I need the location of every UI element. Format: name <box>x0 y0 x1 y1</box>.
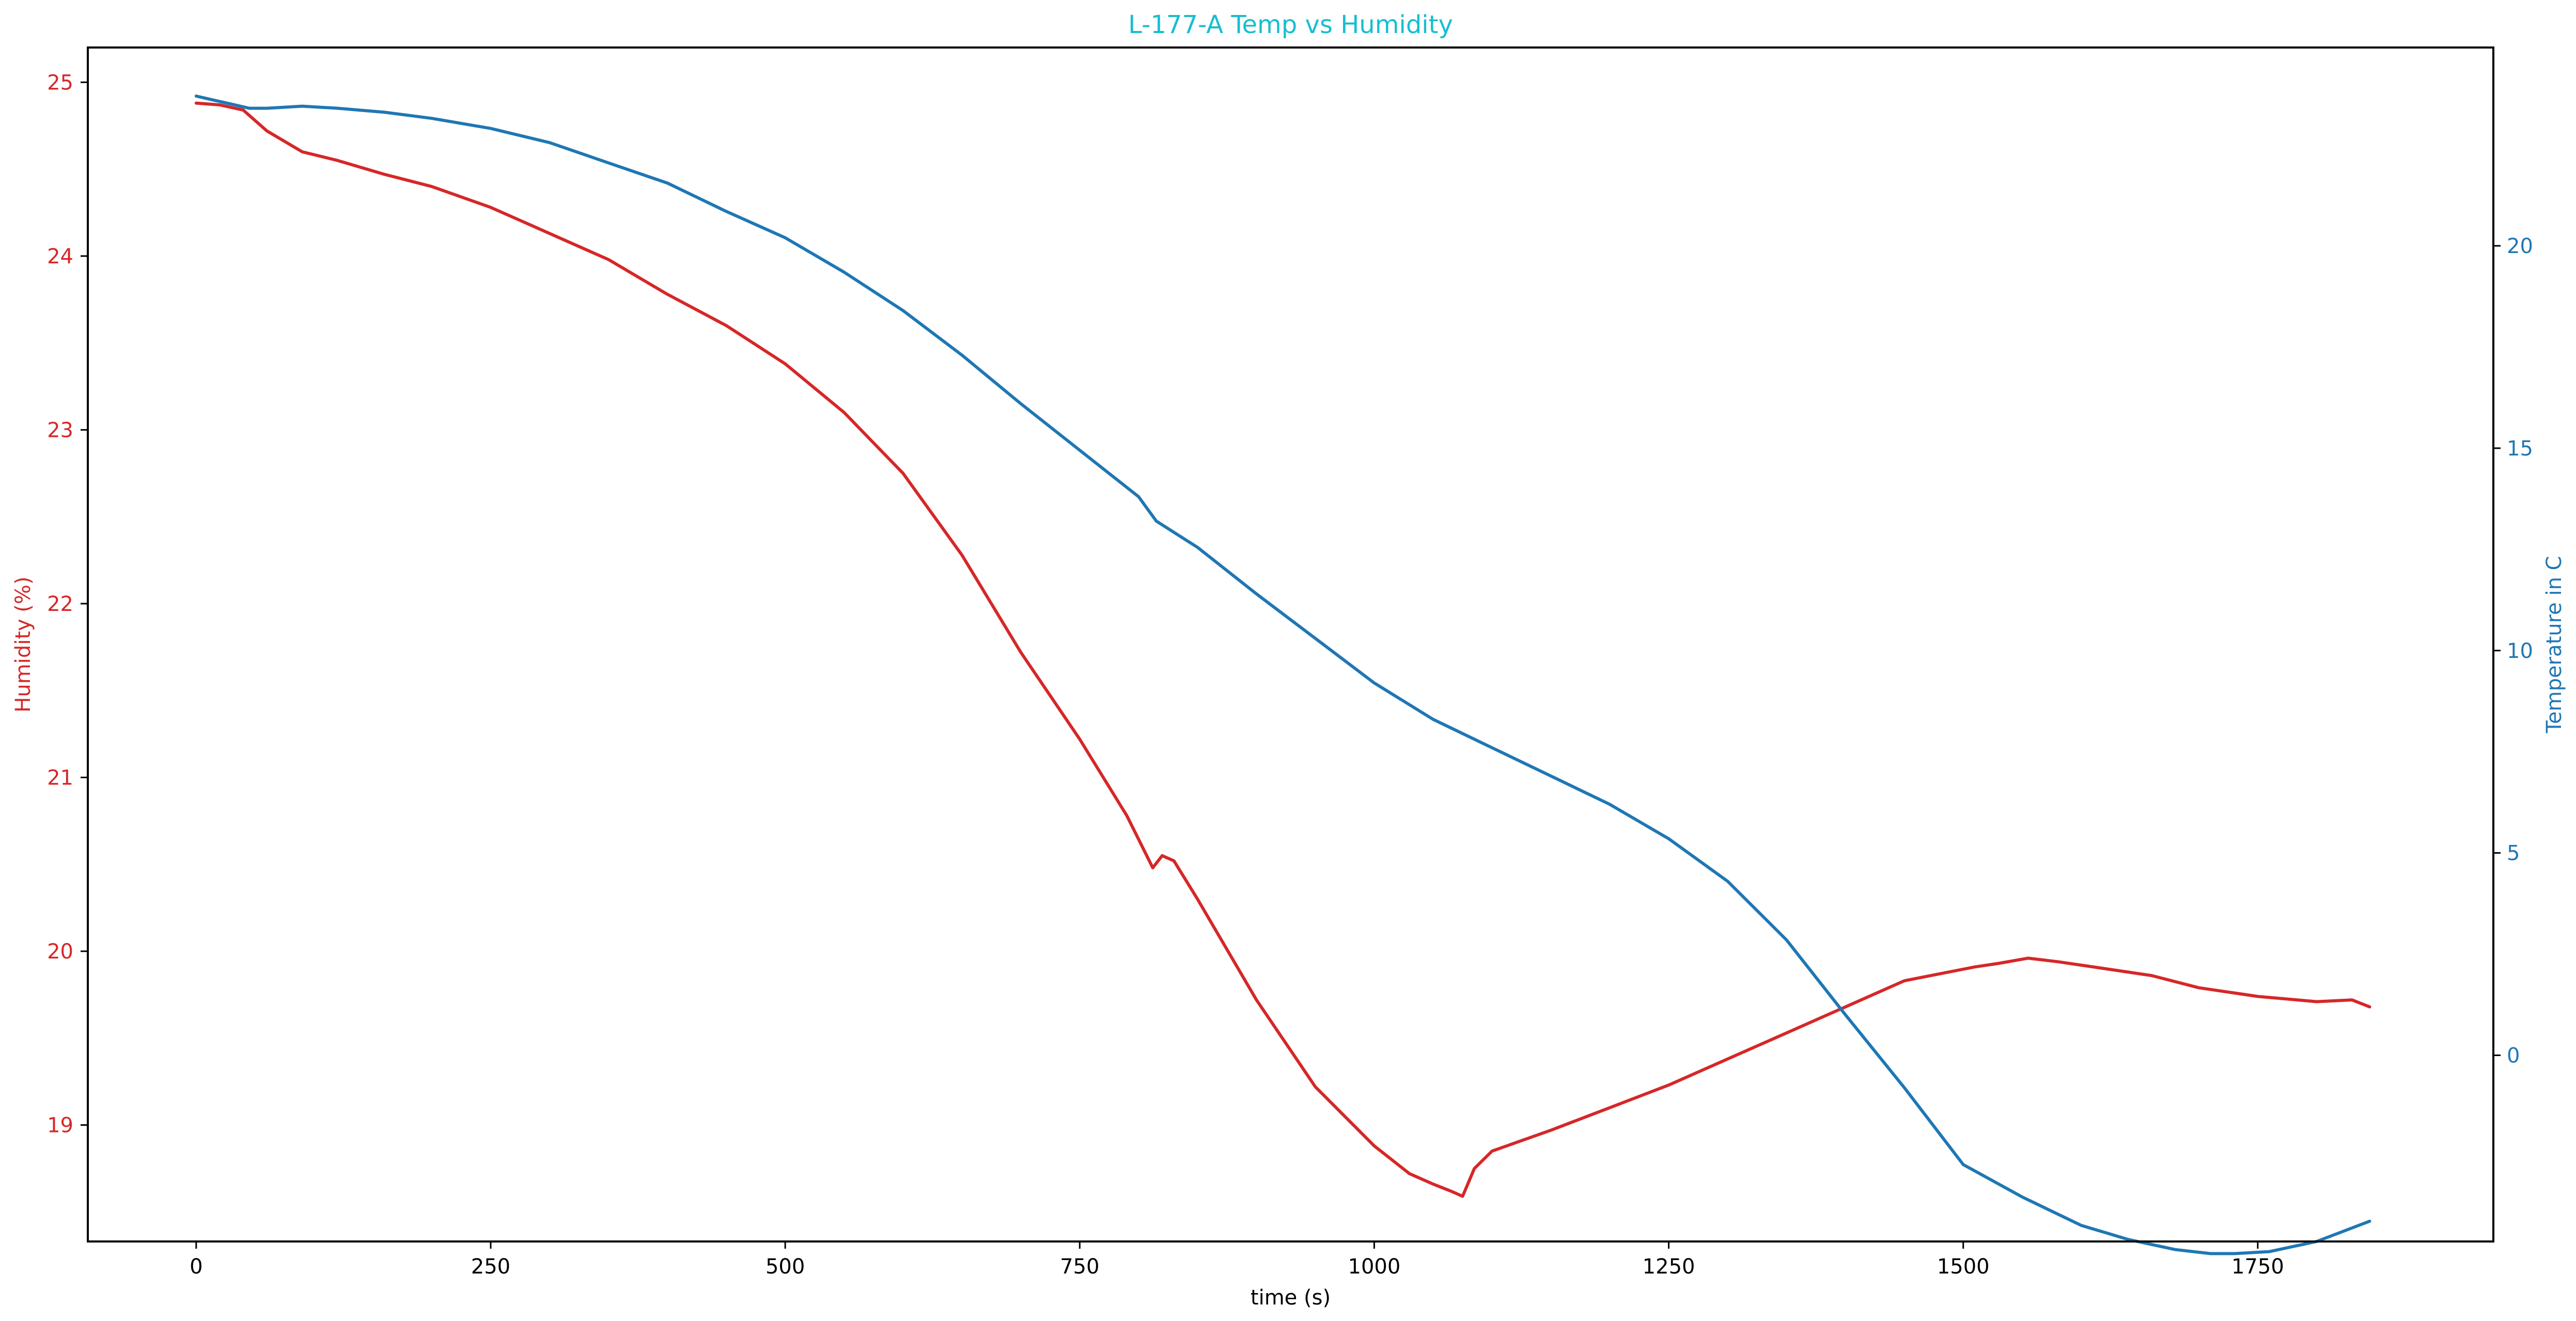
y-left-tick-label: 23 <box>47 418 73 442</box>
y-right-tick-label: 15 <box>2507 437 2533 461</box>
x-axis: 0 250 500 750 1000 1250 1500 1750 <box>190 1241 2284 1279</box>
x-tick-label: 750 <box>1060 1255 1099 1279</box>
x-tick-label: 1250 <box>1643 1255 1695 1279</box>
y-axis-right-label: Temperature in C <box>2542 556 2566 733</box>
y-left-tick-label: 22 <box>47 592 73 616</box>
y-left-tick-label: 21 <box>47 766 73 790</box>
y-right-tick-label: 5 <box>2507 842 2520 866</box>
x-tick-label: 250 <box>471 1255 510 1279</box>
y-left-tick-label: 24 <box>47 245 73 269</box>
y-axis-right: 0 5 10 15 20 <box>2493 234 2533 1067</box>
plot-frame <box>87 46 2494 1243</box>
x-tick-label: 500 <box>766 1255 805 1279</box>
x-tick-label: 1750 <box>2231 1255 2284 1279</box>
humidity-series-line <box>194 101 2371 1198</box>
y-right-tick-label: 20 <box>2507 234 2533 258</box>
x-tick-label: 1000 <box>1348 1255 1401 1279</box>
y-left-tick-label: 20 <box>47 940 73 964</box>
x-tick-label: 1500 <box>1937 1255 1990 1279</box>
y-left-tick-label: 25 <box>47 71 73 95</box>
y-right-tick-label: 10 <box>2507 639 2533 663</box>
y-right-tick-label: 0 <box>2507 1044 2520 1067</box>
plot-area <box>194 95 2371 1255</box>
chart-title: L-177-A Temp vs Humidity <box>1128 10 1453 39</box>
temperature-series-line <box>194 95 2371 1255</box>
x-axis-label: time (s) <box>1251 1286 1331 1310</box>
y-left-tick-label: 19 <box>47 1114 73 1138</box>
x-tick-label: 0 <box>190 1255 202 1279</box>
y-axis-left-label: Humidity (%) <box>11 576 35 712</box>
y-axis-left: 19 20 21 22 23 24 25 <box>47 71 88 1138</box>
